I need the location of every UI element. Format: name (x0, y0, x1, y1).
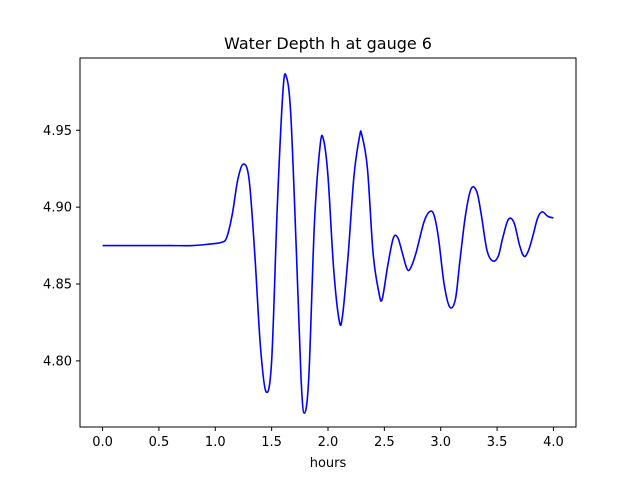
x-tick-label: 1.0 (205, 435, 226, 450)
x-tick-label: 2.5 (374, 435, 395, 450)
x-tick-label: 3.5 (487, 435, 508, 450)
x-axis: 0.0 0.5 1.0 1.5 2.0 2.5 3.0 3.5 4.0 (92, 427, 564, 450)
y-tick-label: 4.85 (43, 278, 72, 293)
y-tick-label: 4.95 (43, 124, 72, 139)
x-tick-label: 0.0 (92, 435, 113, 450)
plot-frame (79, 57, 577, 428)
series-line-water-depth (102, 73, 554, 414)
y-tick-label: 4.80 (43, 354, 72, 369)
x-tick-label: 2.0 (318, 435, 339, 450)
x-tick-label: 3.0 (430, 435, 451, 450)
x-tick-label: 4.0 (543, 435, 564, 450)
x-tick-label: 0.5 (149, 435, 170, 450)
chart-title: Water Depth h at gauge 6 (224, 34, 432, 53)
x-axis-label: hours (310, 456, 347, 471)
x-tick-label: 1.5 (261, 435, 282, 450)
plot-area (102, 73, 554, 414)
y-tick-label: 4.90 (43, 201, 72, 216)
y-axis: 4.80 4.85 4.90 4.95 (43, 124, 80, 369)
